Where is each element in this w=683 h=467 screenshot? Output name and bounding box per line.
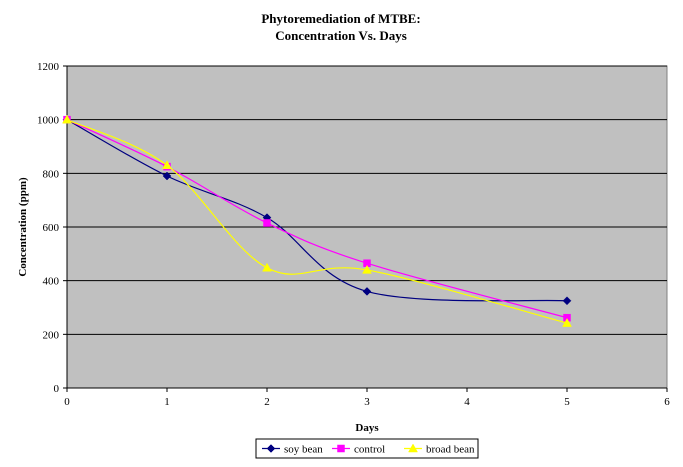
gridlines xyxy=(67,65,667,335)
legend-box xyxy=(255,438,479,459)
y-tick-label: 1000 xyxy=(37,115,60,127)
x-tick-label: 5 xyxy=(564,396,570,408)
data-point-soy-bean xyxy=(562,296,572,306)
series-lines xyxy=(62,114,572,327)
y-axis-label: Concentration (ppm) xyxy=(17,177,29,277)
x-tick-labels: 0 1 2 3 4 5 6 xyxy=(64,396,670,408)
y-tick-label: 800 xyxy=(43,168,60,180)
legend: soy bean control broad bean xyxy=(255,438,479,459)
legend-swatch-marker xyxy=(408,443,418,453)
chart-title-line-1: Phytoremediation of MTBE: xyxy=(261,11,420,26)
y-tick-label: 0 xyxy=(54,383,60,395)
legend-label: broad bean xyxy=(426,444,475,456)
data-point-broad-bean xyxy=(562,318,572,327)
data-point-broad-bean xyxy=(162,160,172,170)
legend-item-control: control xyxy=(332,444,385,456)
x-axis-label: Days xyxy=(355,422,379,434)
data-point-soy-bean xyxy=(362,287,372,296)
chart-title-line-2: Concentration Vs. Days xyxy=(275,28,407,43)
x-tick-label: 1 xyxy=(164,396,170,408)
data-point-broad-bean xyxy=(262,262,272,272)
data-point-control xyxy=(263,219,271,227)
series-line-soy-bean xyxy=(66,119,568,302)
legend-item-broad-bean: broad bean xyxy=(404,443,475,456)
data-point-broad-bean xyxy=(362,264,372,274)
x-tick-label: 0 xyxy=(64,396,70,408)
x-tick-label: 4 xyxy=(464,396,470,408)
x-tick-label: 2 xyxy=(264,396,270,408)
x-tick-label: 6 xyxy=(664,396,670,408)
legend-label: soy bean xyxy=(284,444,323,456)
series-broad-bean xyxy=(62,114,572,327)
y-tick-label: 600 xyxy=(43,222,60,234)
data-point-soy-bean xyxy=(162,171,172,181)
legend-swatch-marker xyxy=(337,444,345,453)
y-tick-label: 200 xyxy=(43,329,60,341)
data-point-broad-bean xyxy=(62,114,72,124)
y-tick-labels: 0 200 400 600 800 1000 1200 xyxy=(37,61,60,395)
legend-label: control xyxy=(354,444,385,456)
series-line-control xyxy=(66,119,568,319)
y-tick-label: 400 xyxy=(43,276,60,288)
legend-swatch-marker xyxy=(266,444,276,453)
legend-item-soy-bean: soy bean xyxy=(262,444,323,456)
x-tick-label: 3 xyxy=(364,396,370,408)
y-tick-label: 1200 xyxy=(37,61,60,73)
